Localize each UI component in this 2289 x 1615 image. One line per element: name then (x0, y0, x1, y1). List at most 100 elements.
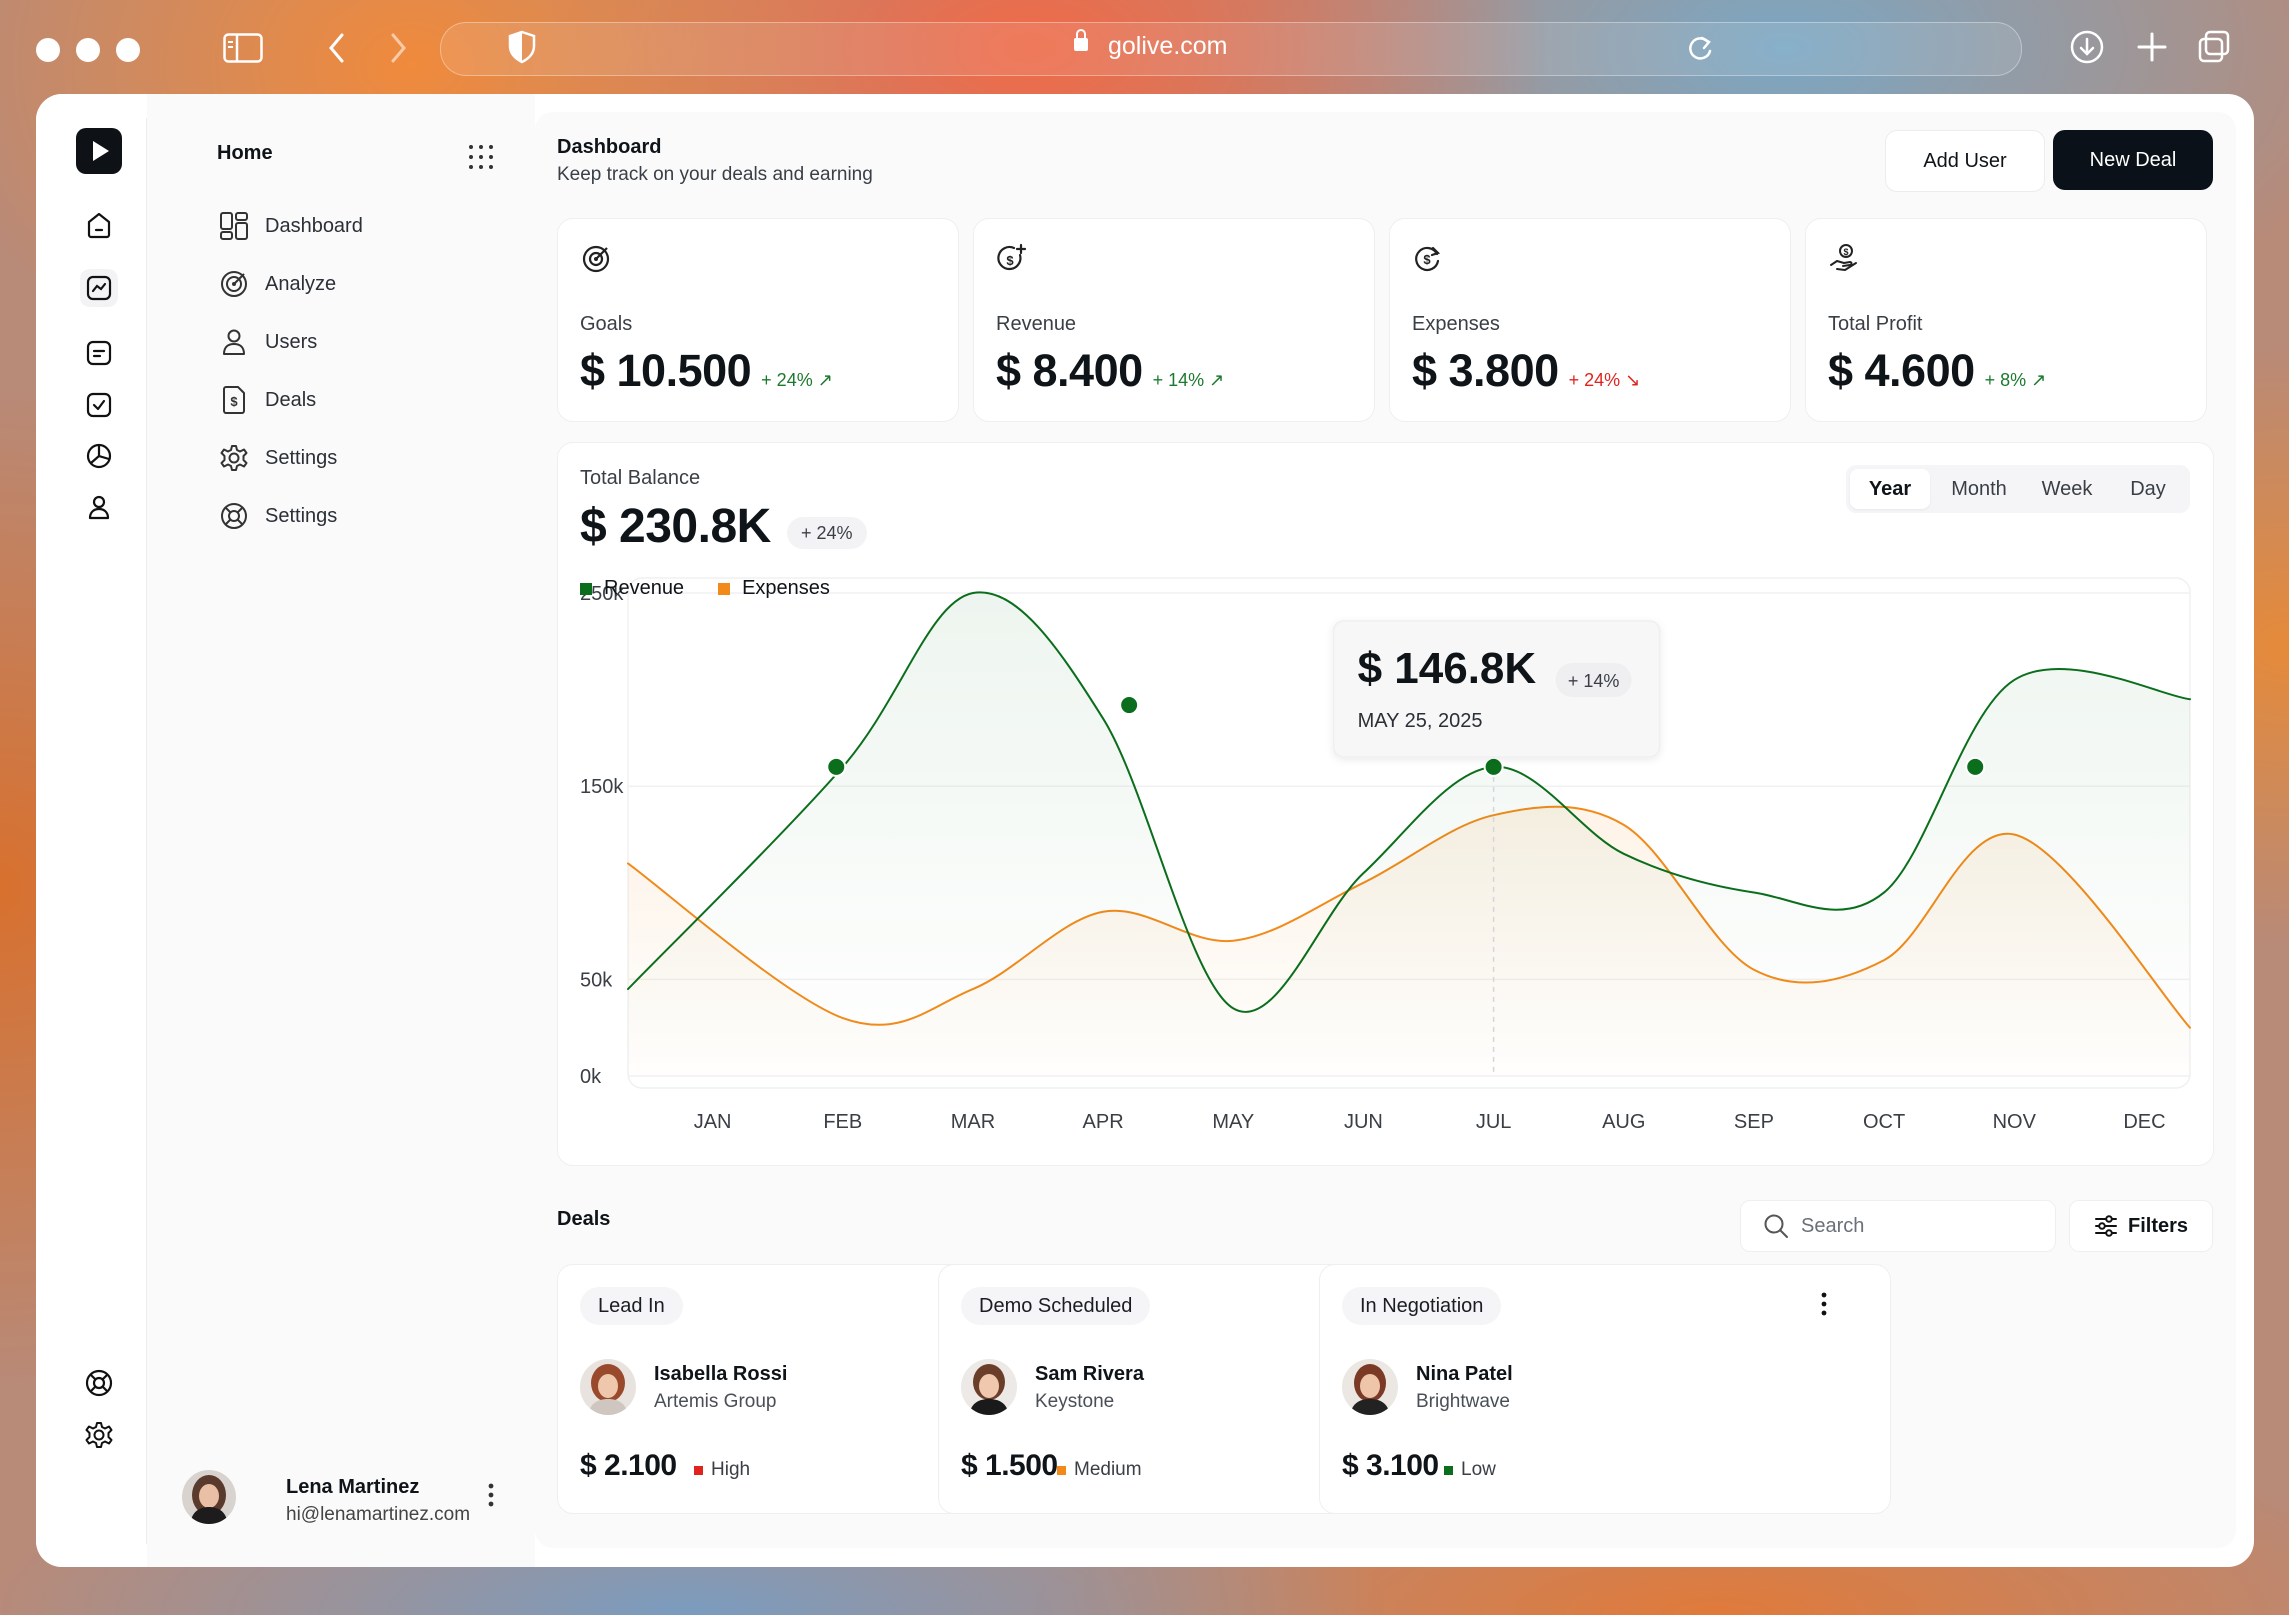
sidebar-item-dashboard[interactable]: Dashboard (219, 210, 363, 242)
stat-card-goals: Goals $ 10.500 + 24% ↗ (557, 218, 959, 422)
balance-label: Total Balance (580, 467, 701, 489)
stat-label: Goals (580, 313, 633, 335)
x-tick-label: NOV (1993, 1111, 2037, 1133)
tabs-overview-icon[interactable] (2197, 30, 2231, 64)
minimize-window-button[interactable] (76, 38, 100, 62)
download-icon[interactable] (2070, 30, 2104, 64)
period-month-tab[interactable]: Month (1951, 478, 2007, 500)
search-icon (1764, 1214, 1788, 1238)
sliders-icon (2094, 1215, 2117, 1237)
target-icon (221, 271, 247, 297)
deal-stage-badge: Demo Scheduled (961, 1287, 1151, 1325)
add-user-button[interactable]: Add User (1885, 130, 2045, 192)
deal-contact-name: Sam Rivera (1035, 1363, 1144, 1385)
stat-card-total-profit: $ Total Profit $ 4.600 + 8% ↗ (1805, 218, 2207, 422)
icon-rail (36, 94, 146, 1567)
sidebar-item-deals[interactable]: $ Deals (219, 384, 316, 416)
sidebar-item-analyze[interactable]: Analyze (219, 268, 336, 300)
forward-icon[interactable] (390, 32, 408, 64)
series-line-revenue (627, 591, 2191, 1013)
priority-dot (1057, 1465, 1066, 1475)
sidebar-item-users[interactable]: Users (219, 326, 317, 358)
gear-icon[interactable] (80, 1416, 118, 1454)
profile-icon[interactable] (80, 488, 118, 526)
address-bar[interactable] (440, 22, 2022, 76)
stat-value: $ 10.500 + 24% ↗ (580, 345, 833, 396)
user-name: Lena Martinez (286, 1476, 420, 1498)
x-tick-label: MAR (951, 1111, 995, 1133)
avatar (1342, 1359, 1398, 1415)
lifebuoy-icon (221, 503, 247, 529)
sidebar-toggle-icon[interactable] (223, 33, 263, 63)
lock-icon (1074, 29, 1088, 51)
app-logo[interactable] (76, 128, 122, 174)
close-window-button[interactable] (36, 38, 60, 62)
sidebar-item-label: Deals (265, 388, 317, 411)
stat-delta: + 8% ↗ (1984, 370, 2047, 390)
period-selector: Year Month Week Day (1846, 465, 2190, 513)
deal-card[interactable]: In Negotiation Nina Patel Brightwave $ 3… (1319, 1264, 1891, 1514)
pie-chart-icon[interactable] (80, 437, 118, 475)
x-tick-label: SEP (1734, 1111, 1774, 1133)
sidebar-item-settings[interactable]: Settings (219, 442, 337, 474)
sidebar-item-label: Users (265, 330, 318, 353)
dollar-refresh-icon: $ (1415, 246, 1441, 272)
tooltip-delta-badge (1555, 663, 1632, 697)
reload-icon[interactable] (1686, 34, 1714, 64)
new-deal-button[interactable]: New Deal (2053, 130, 2213, 190)
dollar-plus-icon: $ (997, 243, 1027, 271)
avatar (961, 1359, 1017, 1415)
dollar-file-icon: $ (223, 386, 245, 414)
back-icon[interactable] (327, 32, 345, 64)
deal-amount: $ 1.500 (961, 1449, 1058, 1482)
deal-priority: Medium (1057, 1459, 1142, 1481)
period-year-tab[interactable]: Year (1850, 469, 1930, 509)
more-vertical-icon[interactable] (487, 1482, 495, 1508)
stat-card-revenue: $ Revenue $ 8.400 + 14% ↗ (973, 218, 1375, 422)
tooltip-value: $ 146.8K (1358, 644, 1537, 693)
deals-search-input[interactable]: Search (1740, 1200, 2056, 1252)
browser-toolbar: golive.com (0, 0, 2289, 94)
apps-grid-icon[interactable] (468, 144, 494, 170)
sidebar: Home Dashboard Analyze Users $ Deals Set… (147, 94, 535, 1567)
x-tick-label: DEC (2123, 1111, 2165, 1133)
filters-button[interactable]: Filters (2069, 1200, 2213, 1252)
revenue-point (1483, 756, 1504, 777)
more-vertical-icon[interactable] (1820, 1291, 1828, 1317)
sidebar-item-support[interactable]: Settings (219, 500, 337, 532)
x-tick-label: JUL (1476, 1111, 1512, 1133)
deal-priority: High (694, 1459, 750, 1481)
gear-icon (220, 445, 248, 471)
maximize-window-button[interactable] (116, 38, 140, 62)
shield-icon[interactable] (508, 30, 536, 64)
stat-value: $ 8.400 + 14% ↗ (996, 345, 1225, 396)
stat-card-expenses: $ Expenses $ 3.800 + 24% ↘ (1389, 218, 1791, 422)
home-icon[interactable] (80, 206, 118, 244)
analytics-icon[interactable] (80, 269, 118, 307)
stat-value: $ 4.600 + 8% ↗ (1828, 345, 2047, 396)
sidebar-item-label: Analyze (265, 272, 337, 295)
checkbox-icon[interactable] (80, 386, 118, 424)
priority-dot (1444, 1465, 1453, 1475)
period-day-tab[interactable]: Day (2130, 478, 2166, 500)
stat-label: Expenses (1412, 313, 1500, 335)
revenue-point (1965, 756, 1986, 777)
dashboard-icon (220, 212, 248, 240)
tooltip-delta: + 14% (1568, 671, 1620, 691)
support-icon[interactable] (80, 1364, 118, 1402)
user-profile[interactable]: Lena Martinez hi@lenamartinez.com (182, 1470, 502, 1530)
stat-label: Total Profit (1828, 313, 1923, 335)
total-balance-card: 250k 150k 50k 0k JAN FEB MAR APR MAY JUN JUL AUG SEP… (557, 442, 2214, 1166)
revenue-point (1119, 695, 1140, 716)
x-tick-label: FEB (823, 1111, 862, 1133)
url-text[interactable]: golive.com (1108, 32, 1228, 60)
svg-text:$: $ (1843, 247, 1848, 257)
deal-stage-badge: In Negotiation (1342, 1287, 1502, 1325)
sidebar-item-label: Settings (265, 504, 338, 527)
message-icon[interactable] (80, 334, 118, 372)
deal-company: Brightwave (1416, 1391, 1510, 1412)
new-tab-icon[interactable] (2136, 31, 2168, 63)
period-week-tab[interactable]: Week (2041, 478, 2093, 500)
legend-label-expenses: Expenses (742, 577, 830, 599)
